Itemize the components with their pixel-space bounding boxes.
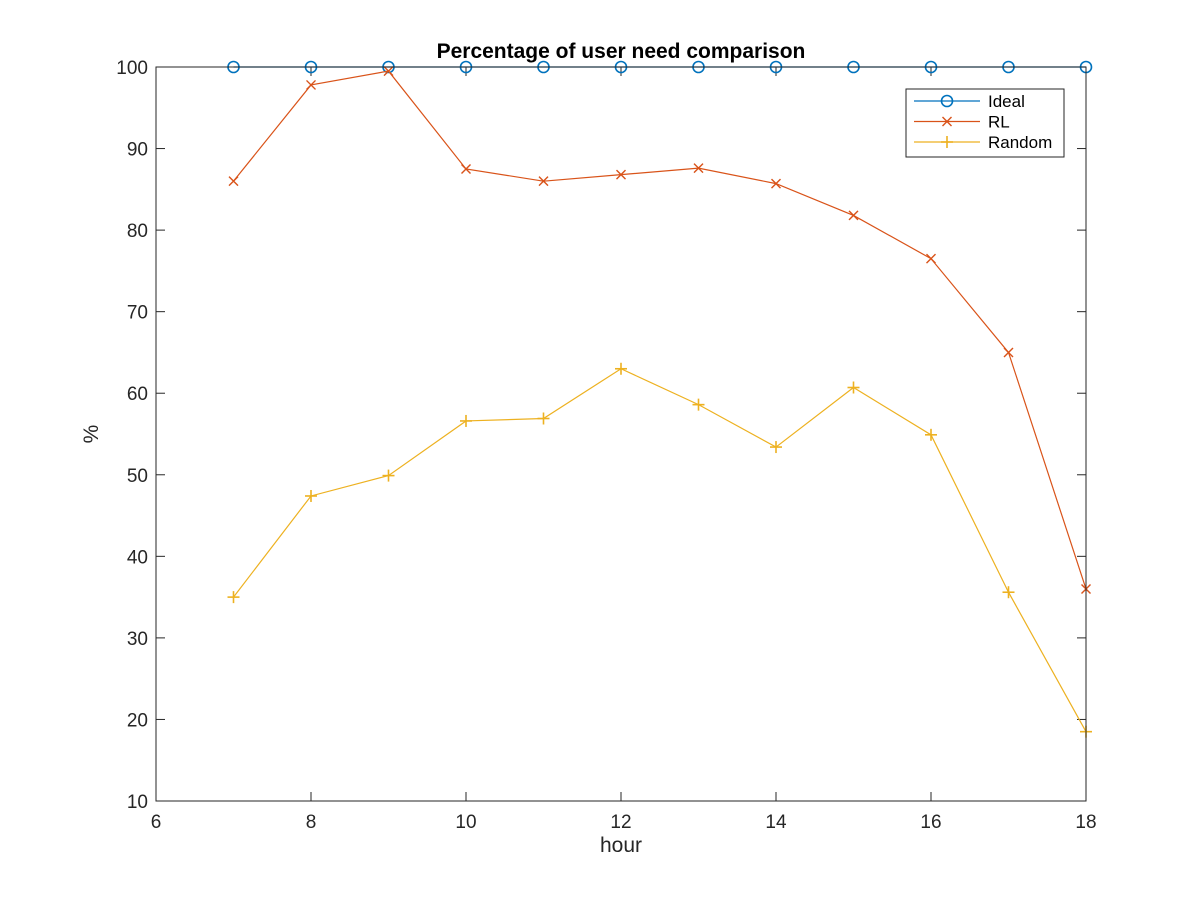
series-rl-point	[383, 66, 394, 77]
x-tick-label: 10	[455, 812, 476, 833]
series-random-point	[227, 591, 240, 604]
x-tick-label: 16	[920, 812, 941, 833]
y-tick-label: 40	[127, 547, 148, 568]
series-random-point	[305, 489, 317, 502]
series-random-line	[233, 368, 1087, 732]
legend-rl-label: RL	[988, 113, 1010, 132]
series-random-point	[537, 412, 550, 425]
series-rl-point	[926, 253, 936, 264]
legend-rl-point	[942, 116, 952, 127]
series-rl-line	[233, 70, 1087, 590]
y-tick-label: 50	[127, 466, 148, 487]
x-tick-label: 18	[1075, 812, 1096, 833]
series-rl-point	[771, 178, 781, 189]
chart-title: Percentage of user need comparison	[437, 40, 806, 63]
plot-area	[156, 67, 1086, 801]
plot-frame	[155, 66, 1087, 802]
legend-ideal-label: Ideal	[988, 92, 1025, 111]
series-rl-point	[306, 79, 316, 90]
legend-ideal-entry: Ideal	[914, 92, 1025, 111]
y-tick-label: 10	[127, 792, 148, 813]
y-tick-label: 80	[127, 221, 148, 242]
x-tick-label: 14	[765, 812, 787, 833]
y-tick-label: 100	[116, 58, 148, 79]
x-axis-title: hour	[600, 834, 642, 857]
series-rl-point	[538, 176, 549, 187]
series-random-point	[1002, 586, 1015, 599]
y-tick-label: 30	[127, 629, 148, 650]
y-tick-label: 20	[127, 710, 148, 731]
legend-box	[905, 88, 1065, 158]
series-random-point	[460, 414, 472, 427]
series-rl-point	[616, 169, 626, 180]
x-tick-label: 6	[151, 812, 162, 833]
series-rl	[228, 66, 1091, 594]
legend-random-label: Random	[988, 133, 1052, 152]
y-tick-label: 60	[127, 384, 148, 405]
y-tick-label: 90	[127, 140, 148, 161]
y-axis-title: %	[80, 425, 103, 444]
series-random-point	[770, 441, 782, 454]
legend-rl-entry: RL	[914, 113, 1010, 132]
series-rl-point	[693, 163, 704, 174]
x-tick-label: 8	[306, 812, 317, 833]
series-random-point	[382, 469, 395, 482]
legend-random-entry: Random	[914, 133, 1052, 152]
series-random	[227, 362, 1092, 738]
series-rl-point	[1003, 347, 1014, 358]
x-tick-label: 12	[610, 812, 631, 833]
y-tick-label: 70	[127, 303, 148, 324]
legend-ideal-point	[940, 94, 954, 108]
series-random-point	[925, 428, 937, 441]
legend-random-point	[941, 136, 953, 148]
series-random-point	[847, 381, 860, 394]
series-rl-point	[848, 210, 859, 221]
ticks: 6 8 10 12 14 16 18 10 20 30 40 50 60 70 80 90 100	[116, 58, 1096, 833]
series-rl-point	[228, 176, 239, 187]
series-random-point	[692, 398, 705, 411]
series-rl-point	[461, 163, 471, 174]
series-random-point	[615, 362, 627, 375]
